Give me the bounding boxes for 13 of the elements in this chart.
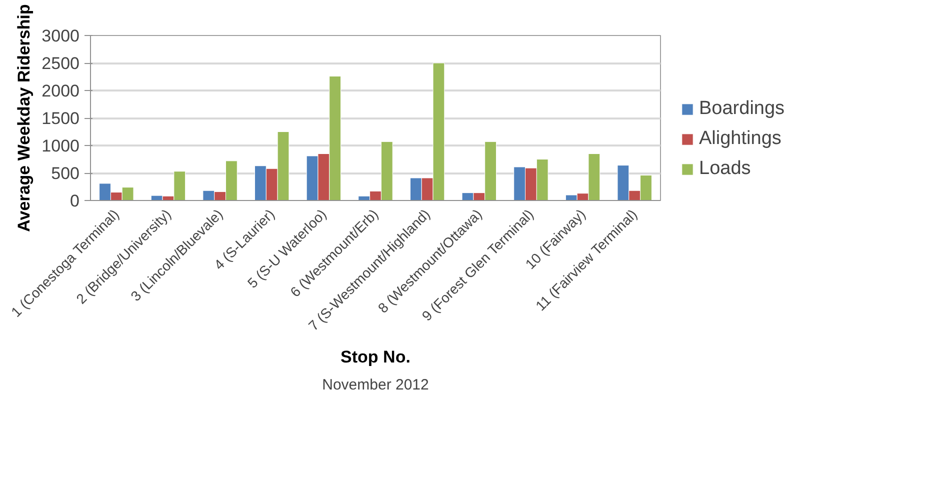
y-tick-label: 0 [70, 192, 80, 210]
x-axis-title: Stop No. [340, 347, 410, 366]
legend-label: Loads [699, 158, 751, 180]
y-tick-label: 1500 [42, 109, 80, 128]
y-axis-title: Average Weekday Ridership [14, 4, 34, 232]
y-tick-label: 2500 [42, 54, 80, 73]
y-tick-label: 2000 [42, 82, 80, 100]
legend-label: Boardings [699, 98, 785, 120]
text: November 2012 [322, 376, 429, 394]
y-tick-label: 3000 [42, 26, 80, 46]
y-tick-label: 1000 [42, 136, 80, 156]
legend-label: Alightings [699, 128, 782, 150]
y-tick-label: 500 [51, 164, 80, 183]
